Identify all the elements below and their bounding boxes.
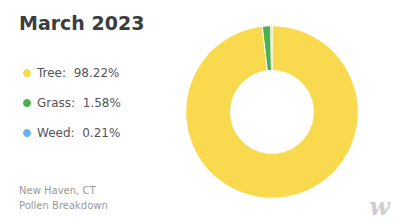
svg-text:Weed: 0.21%: Weed: 0.21% <box>37 126 120 140</box>
svg-text:New Haven, CT: New Haven, CT <box>19 185 96 196</box>
svg-text:w: w <box>369 192 391 221</box>
svg-text:Tree: 98.22%: Tree: 98.22% <box>36 66 119 80</box>
svg-text:Grass: 1.58%: Grass: 1.58% <box>37 96 121 110</box>
svg-text:March 2023: March 2023 <box>19 12 144 34</box>
svg-text:Pollen Breakdown: Pollen Breakdown <box>19 200 108 211</box>
